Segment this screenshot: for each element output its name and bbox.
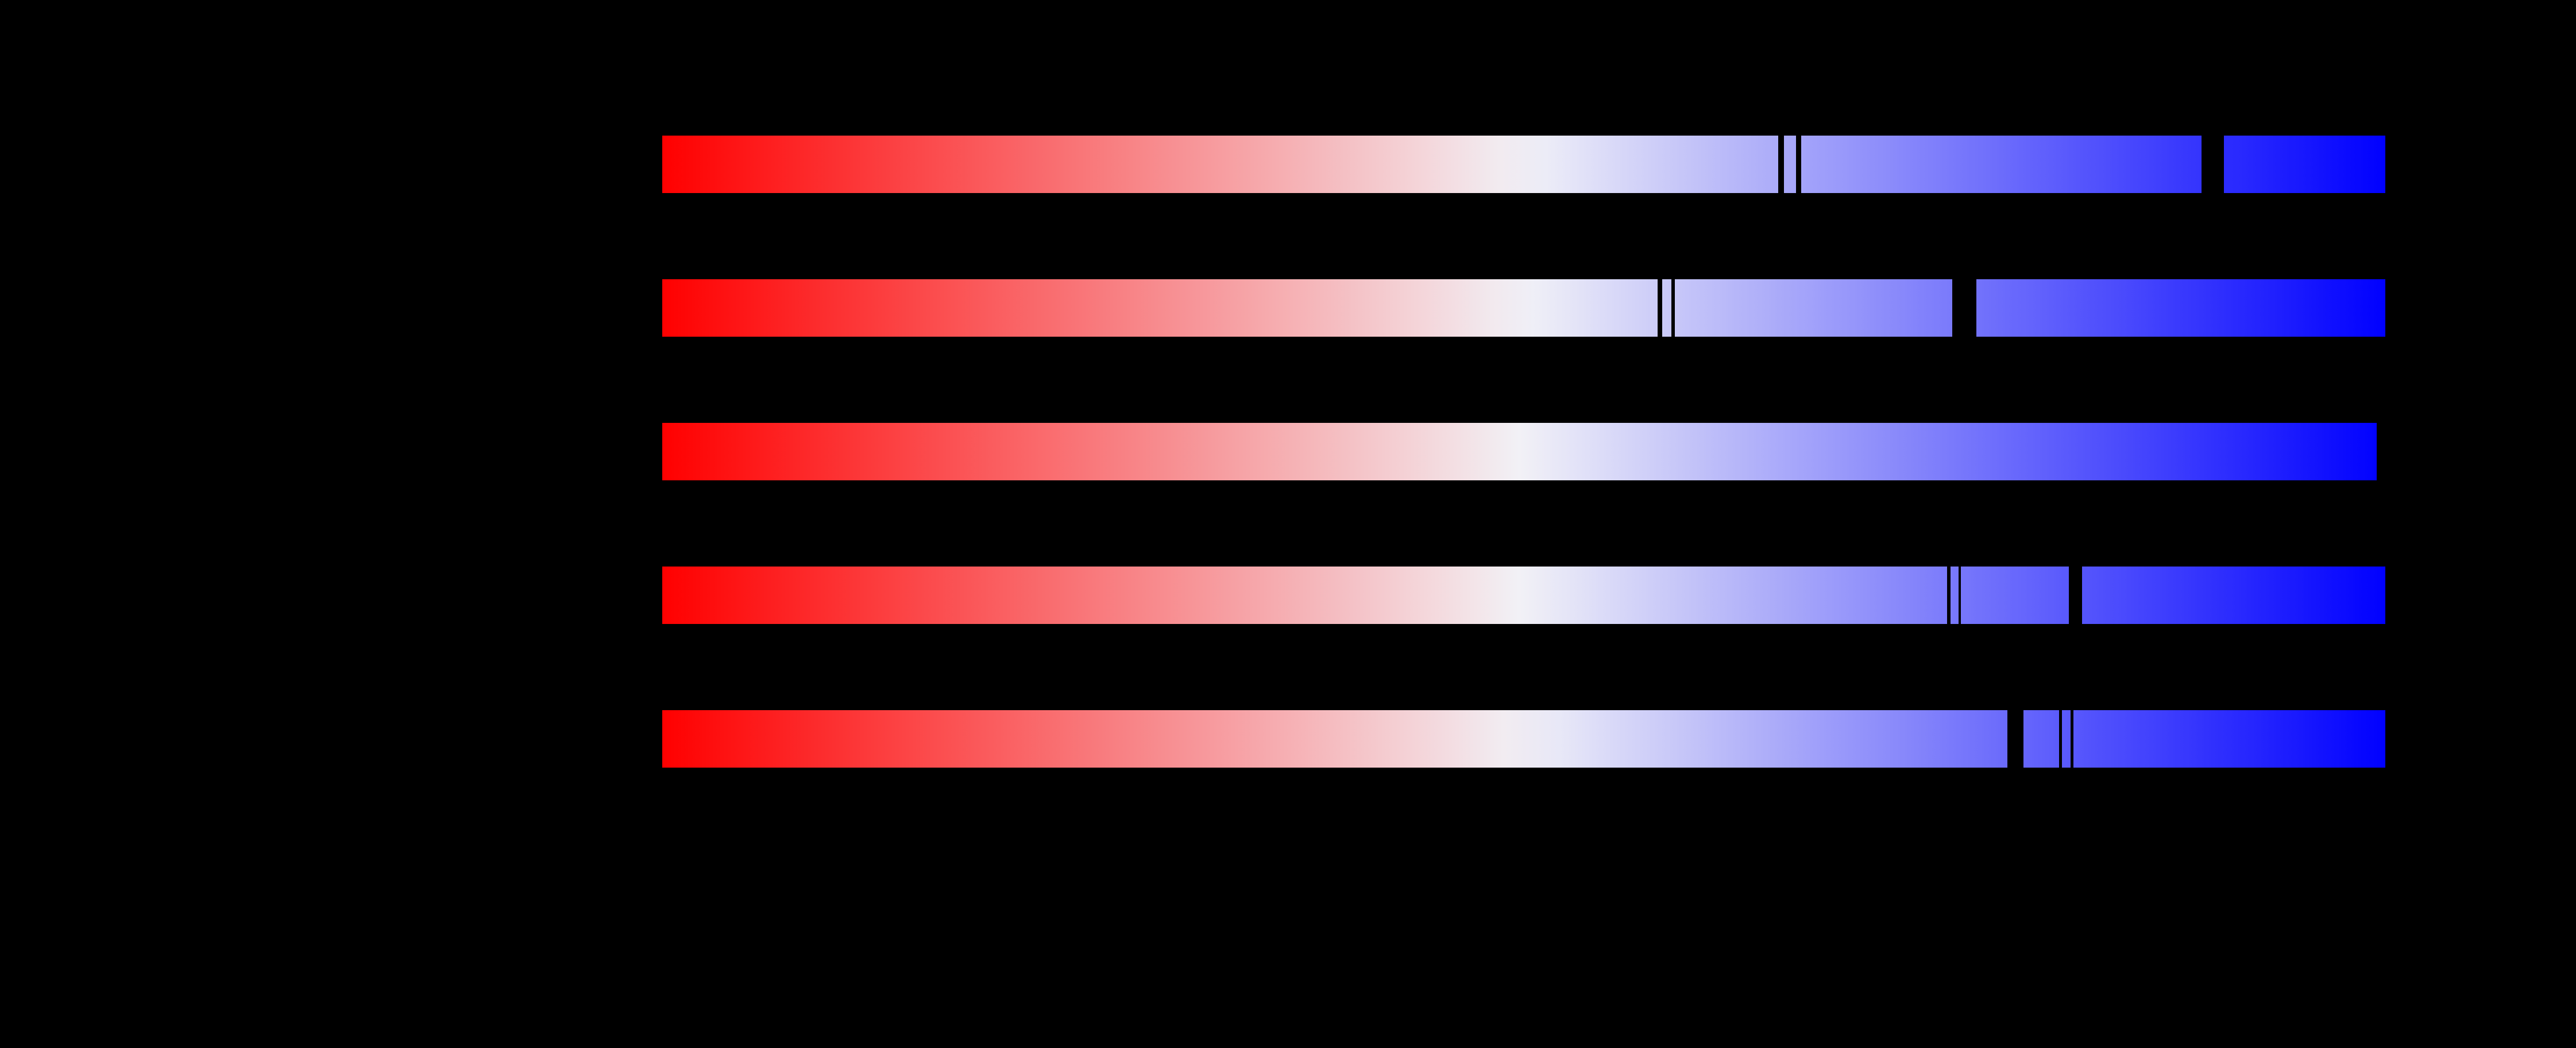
colorbar-row (0, 710, 2385, 768)
colorbar-segment (1801, 136, 2202, 193)
colorbar-segment (2062, 710, 2071, 768)
colorbar-segment (662, 567, 1947, 624)
colorbar-segment (2224, 136, 2385, 193)
colorbar-row (0, 423, 2385, 480)
colorbar-segment (662, 423, 2377, 480)
colorbar-segment (1951, 567, 1959, 624)
colorbar-segment (662, 279, 1658, 337)
colorbar-segment (1675, 279, 1952, 337)
colorbar-row (0, 279, 2385, 337)
colorbar-segment (1662, 279, 1671, 337)
colorbar-segment (2023, 710, 2059, 768)
colorbar-row (0, 567, 2385, 624)
colorbar-row (0, 136, 2385, 193)
colorbar-segment (2073, 710, 2385, 768)
colorbar-segment (662, 136, 1778, 193)
colorbar-segment (662, 710, 2007, 768)
colorbar-segment (1961, 567, 2069, 624)
colorbar-segment (2082, 567, 2385, 624)
colorbar-segment (1784, 136, 1796, 193)
colorbar-segment (1976, 279, 2385, 337)
